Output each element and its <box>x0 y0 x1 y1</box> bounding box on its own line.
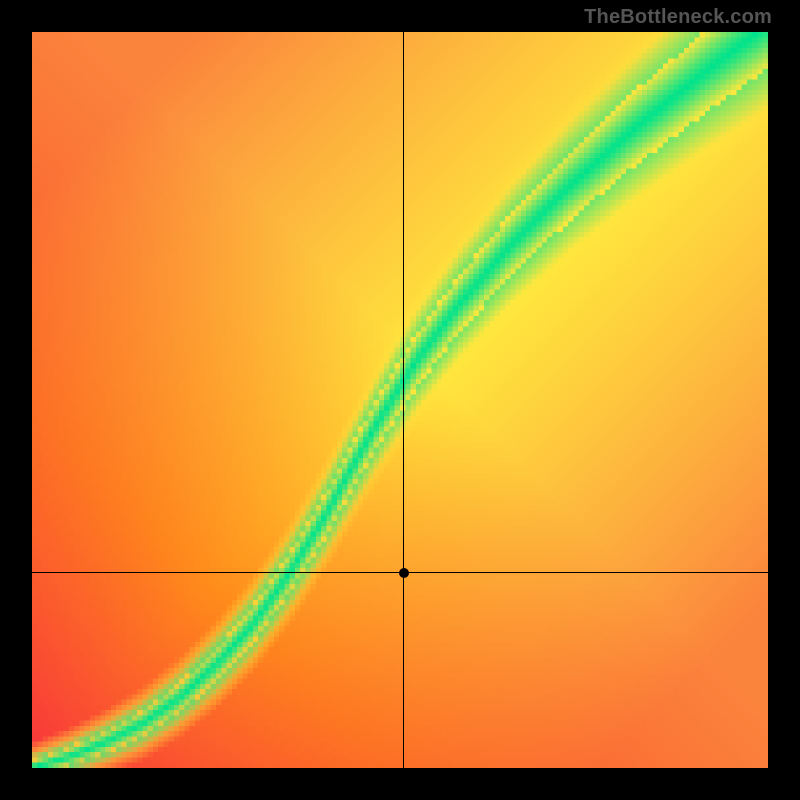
crosshair-marker <box>399 568 409 578</box>
chart-container: TheBottleneck.com <box>0 0 800 800</box>
heatmap-canvas <box>32 32 768 768</box>
watermark-text: TheBottleneck.com <box>584 6 772 29</box>
heatmap-plot <box>32 32 768 768</box>
crosshair-vertical <box>403 32 404 768</box>
